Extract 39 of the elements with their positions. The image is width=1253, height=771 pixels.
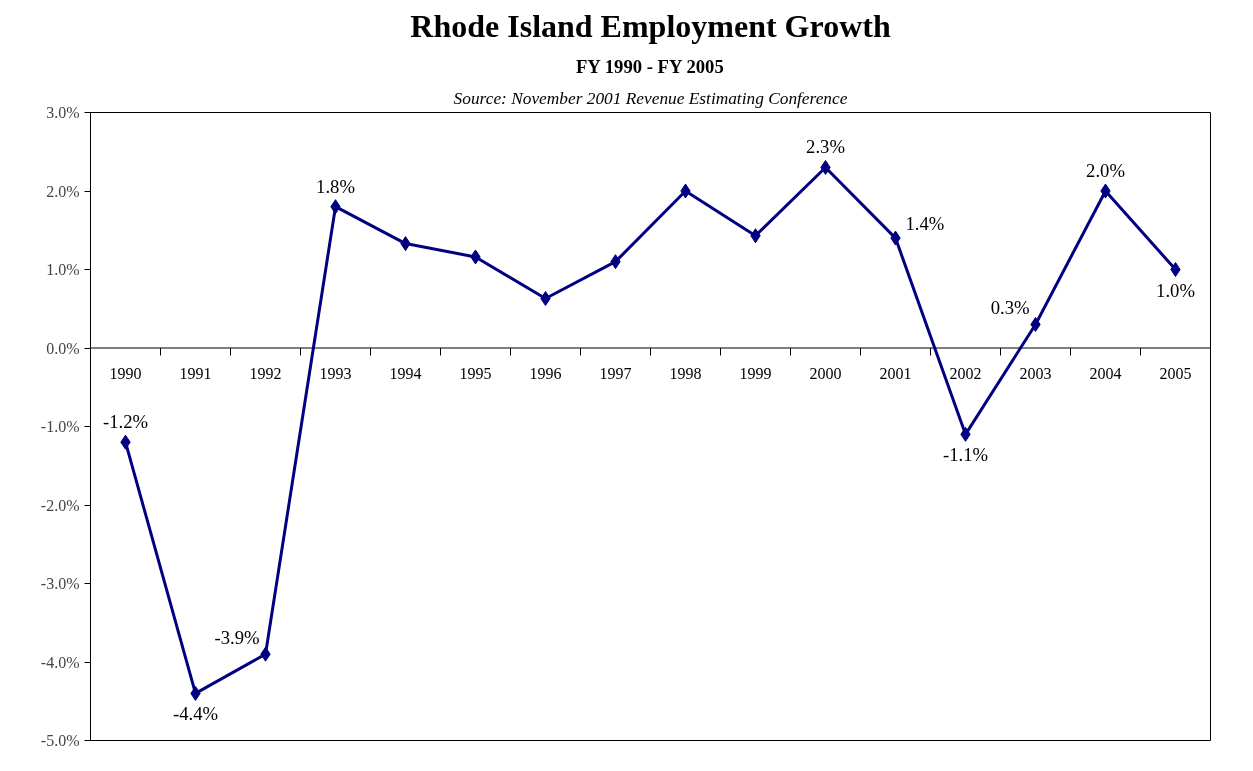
data-label: 2.3% — [806, 136, 845, 158]
y-tick-label: -2.0% — [40, 496, 80, 514]
y-tick-label: 3.0% — [46, 104, 80, 121]
y-tick-label: -4.0% — [40, 653, 80, 671]
x-tick-label: 1998 — [669, 365, 702, 382]
y-tick-label: 0.0% — [46, 339, 80, 357]
x-tick-label: 1999 — [739, 365, 772, 382]
data-label: -3.9% — [214, 627, 260, 649]
x-tick-label: 2005 — [1159, 365, 1192, 382]
chart-title: Rhode Island Employment Growth — [410, 7, 891, 44]
y-tick-label: -5.0% — [40, 732, 80, 749]
point — [1170, 262, 1181, 277]
x-tick-label: 1992 — [249, 365, 282, 382]
source-note: Source: November 2001 Revenue Estimating Conference — [453, 88, 848, 108]
x-tick-label: 1990 — [109, 365, 142, 382]
y-tick-label: 2.0% — [46, 182, 80, 200]
x-tick-label: 2004 — [1089, 365, 1122, 382]
chart-subtitle: FY 1990 - FY 2005 — [575, 55, 724, 77]
data-label: 1.4% — [905, 213, 945, 235]
x-tick-label: 2002 — [949, 365, 982, 382]
x-tick-label: 1991 — [179, 365, 212, 382]
data-label: 2.0% — [1086, 160, 1125, 181]
x-tick-label: 1996 — [529, 365, 562, 382]
x-tick-label: 1997 — [599, 365, 632, 382]
x-tick-label: 2001 — [879, 365, 912, 382]
data-label: 1.8% — [316, 175, 355, 197]
data-label: -1.1% — [942, 444, 989, 466]
y-tick-label: -3.0% — [40, 575, 80, 592]
x-tick-label: 1994 — [389, 365, 422, 382]
y-tick-label: -1.0% — [40, 418, 80, 435]
x-tick-label: 2003 — [1019, 365, 1052, 382]
x-tick-label: 1993 — [319, 365, 352, 382]
x-tick-label: 1995 — [459, 365, 492, 382]
y-tick-label: 1.0% — [46, 261, 80, 278]
data-label: 1.0% — [1156, 279, 1195, 301]
data-label: -4.4% — [172, 703, 219, 725]
data-label: 0.3% — [990, 297, 1030, 319]
data-label: -1.2% — [102, 411, 149, 433]
x-tick-label: 2000 — [809, 365, 842, 382]
